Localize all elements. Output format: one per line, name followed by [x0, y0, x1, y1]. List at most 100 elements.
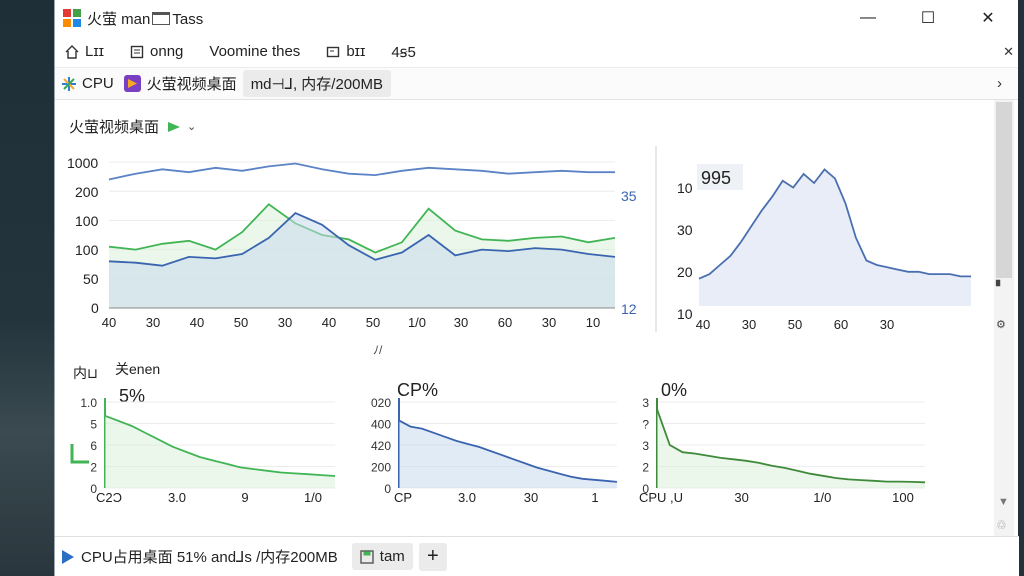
small-2-x-tick: 3.0	[458, 490, 476, 505]
status-summary: CPU占用桌面 51% and⅃s /内存200MB	[61, 546, 338, 567]
right-value-badge	[697, 164, 743, 190]
menu-item-misc[interactable]: 4ꞩ5	[391, 43, 416, 61]
small-1-x-tick: 9	[241, 490, 248, 505]
scrollbar-thumb[interactable]	[996, 102, 1012, 278]
small-1-y-tick: 2	[90, 461, 97, 475]
main-y-tick: 50	[83, 271, 99, 287]
small-1-y-tick: 1.0	[80, 396, 97, 410]
minimize-button[interactable]: —	[860, 9, 876, 26]
small-1-x-tick: 1/0	[304, 490, 322, 505]
right-x-tick: 50	[788, 317, 802, 332]
close-button[interactable]: ✕	[981, 10, 995, 27]
right-y-tick: 10	[677, 306, 693, 322]
vertical-scrollbar[interactable]: ▘ ⚙ ▼ ♲	[994, 100, 1014, 536]
main-x-axis-label: ﾉ/	[373, 343, 383, 357]
chevron-right-icon[interactable]: ›	[997, 75, 1002, 92]
main-x-tick: 40	[322, 315, 336, 330]
small-3-y-tick: 3	[642, 439, 649, 453]
main-series-2-line	[108, 203, 616, 254]
add-tab-button[interactable]: +	[418, 542, 447, 571]
small-chart-value: 5%	[119, 386, 145, 406]
chevron-down-icon: ⌄	[187, 121, 197, 133]
maximize-button[interactable]: ☐	[920, 10, 936, 27]
right-x-tick: 60	[834, 317, 848, 332]
menu-close-icon[interactable]: ✕	[1003, 44, 1014, 59]
bottom-tab[interactable]: tam	[351, 543, 413, 570]
main-y-tick: 0	[91, 300, 99, 316]
menu-item-home[interactable]: Lɪɪ	[65, 43, 104, 60]
page-icon	[130, 45, 144, 59]
tab-video-desktop-label: 火萤视频桌面	[146, 76, 237, 93]
bottom-tab-label: tam	[379, 548, 405, 565]
right-y-tick: 10	[677, 180, 693, 196]
recycle-icon[interactable]: ♲	[996, 518, 1007, 532]
menu-item-label: bɪɪ	[346, 43, 366, 60]
menu-item-page[interactable]: onng	[130, 43, 183, 60]
small-1-series-line	[104, 414, 336, 477]
main-x-tick: 30	[542, 315, 556, 330]
bottom-status-bar: CPU占用桌面 51% and⅃s /内存200MB tam +	[55, 536, 1019, 576]
menu-item-label: onng	[150, 43, 184, 60]
small-3-x-tick: CPU ,U	[639, 490, 683, 505]
main-x-tick: 40	[102, 315, 116, 330]
section-title: 火萤视频桌面	[69, 119, 160, 136]
small-1-y-tick: 0	[90, 482, 97, 496]
small-2-series-area	[399, 420, 617, 488]
right-area-chart: 995 10 30 20 10 40 30 50 60 30	[677, 164, 971, 332]
main-y-tick: 100	[75, 242, 99, 258]
main-x-tick: 30	[146, 315, 160, 330]
small-1-y-tick: 5	[90, 418, 97, 432]
app-logo-icon	[63, 9, 81, 27]
small-3-x-tick: 30	[734, 490, 748, 505]
menu-item-label: Lɪɪ	[85, 43, 105, 60]
right-value-label: 995	[701, 168, 731, 188]
tab-strip: CPU 火萤视频桌面 md⊣⅃, 内存/200MB ›	[55, 68, 1018, 100]
window-controls: — ☐ ✕	[838, 0, 1018, 36]
small-3-series-area	[657, 409, 925, 488]
desktop-edge	[1018, 0, 1024, 576]
right-x-tick: 30	[742, 317, 756, 332]
main-x-tick: 60	[498, 315, 512, 330]
right-y-tick: 20	[677, 264, 693, 280]
title-bar: 火萤 man Tass — ☐ ✕	[55, 0, 1018, 36]
right-x-tick: 30	[880, 317, 894, 332]
gear-icon[interactable]: ⚙	[996, 319, 1006, 331]
main-x-tick: 50	[234, 315, 248, 330]
small-area-chart-2: 020 400 420 200 0CP 3.0 30 1	[371, 396, 618, 505]
main-y-tick: 100	[75, 213, 99, 229]
right-x-tick: 40	[696, 317, 710, 332]
menu-item-doc[interactable]: bɪɪ	[326, 43, 365, 60]
small-3-x-tick: 1/0	[813, 490, 831, 505]
small-3-y-tick: 2	[642, 461, 649, 475]
small-2-x-tick: 1	[591, 490, 598, 505]
play-icon	[167, 121, 181, 133]
video-app-icon	[123, 75, 141, 92]
small-3-x-tick: 100	[892, 490, 914, 505]
window-title-icon	[152, 11, 171, 25]
menu-item-view[interactable]: Voomine thes	[209, 43, 300, 60]
menu-item-label: 4ꞩ5	[391, 43, 416, 61]
scroll-down-icon[interactable]: ▼	[998, 496, 1009, 508]
menu-item-label: Voomine thes	[209, 43, 301, 60]
section-header[interactable]: 火萤视频桌面 ⌄	[69, 116, 196, 137]
small-chart-value: CP%	[397, 380, 438, 400]
small-2-y-tick: 400	[371, 418, 391, 432]
small-1-y-tick: 6	[90, 439, 97, 453]
small-chart-title: 内⊔	[73, 365, 98, 381]
main-x-tick: 10	[586, 315, 600, 330]
app-window: 火萤 man Tass — ☐ ✕ Lɪɪ onng Voomine thes b…	[54, 0, 1019, 576]
main-x-tick: 50	[366, 315, 380, 330]
small-1-x-tick: 3.0	[168, 490, 186, 505]
main-series-3-line	[108, 162, 615, 181]
cpu-sparkle-icon	[61, 76, 77, 92]
right-series-line	[698, 168, 971, 280]
small-1-x-tick: C2Ɔ	[96, 490, 122, 505]
tab-cpu[interactable]: CPU	[61, 75, 114, 92]
main-x-tick: 30	[454, 315, 468, 330]
main-x-tick: 40	[190, 315, 204, 330]
tab-video-desktop[interactable]: 火萤视频桌面 md⊣⅃, 内存/200MB	[123, 70, 391, 97]
doc-icon	[326, 45, 340, 59]
small-2-x-tick: CP	[394, 490, 412, 505]
small-chart-subtitle: 关enen	[115, 361, 160, 377]
